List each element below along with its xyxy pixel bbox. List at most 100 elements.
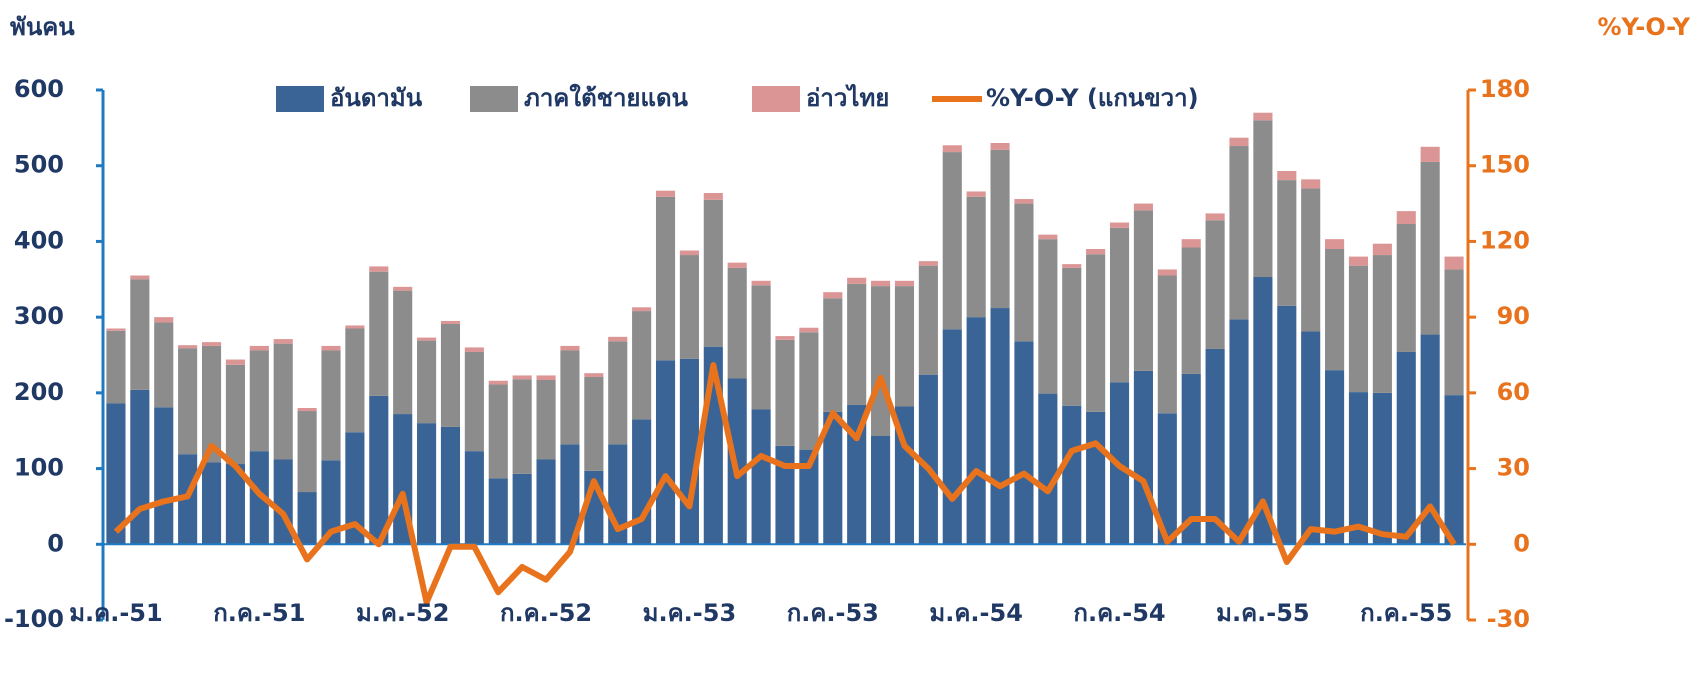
bar-segment bbox=[1348, 265, 1369, 393]
bar-segment bbox=[1229, 146, 1249, 320]
bar-segment bbox=[345, 432, 365, 545]
bar-segment bbox=[966, 317, 986, 545]
bar-segment bbox=[1133, 210, 1153, 371]
bar-segment bbox=[727, 378, 747, 545]
bar-segment bbox=[1062, 267, 1082, 406]
yoy-line bbox=[113, 362, 1457, 606]
x-tick-label: ก.ค.-52 bbox=[500, 599, 592, 627]
bar-segment bbox=[608, 341, 628, 445]
bar-segment bbox=[608, 336, 628, 342]
x-tick-label: ม.ค.-52 bbox=[356, 599, 449, 627]
bar-segment bbox=[1253, 277, 1273, 545]
bar-segment bbox=[847, 277, 867, 284]
bar-segment bbox=[1372, 243, 1392, 256]
bar-segment bbox=[536, 459, 556, 545]
y2-tick-label: 180 bbox=[1480, 75, 1530, 103]
bar-segment bbox=[1133, 370, 1153, 545]
bar-segment bbox=[1420, 334, 1440, 545]
y-tick-label: 400 bbox=[14, 226, 64, 254]
bar-segment bbox=[178, 348, 198, 455]
bar-segment bbox=[154, 317, 174, 323]
bar-segment bbox=[369, 395, 389, 545]
bar-segment bbox=[512, 379, 532, 474]
bar-segment bbox=[1277, 305, 1297, 545]
bar-segment bbox=[751, 409, 771, 545]
bar-segment bbox=[536, 379, 556, 460]
bar-segment bbox=[655, 360, 676, 545]
bar-segment bbox=[799, 327, 819, 333]
bar-segment bbox=[1372, 255, 1392, 393]
bar-segment bbox=[417, 423, 437, 545]
legend-swatch bbox=[276, 86, 324, 112]
bar-segment bbox=[154, 322, 174, 408]
y-tick-label: 200 bbox=[14, 378, 64, 406]
bar-segment bbox=[369, 271, 389, 396]
bar-segment bbox=[106, 330, 126, 404]
bar-segment bbox=[655, 190, 676, 197]
bar-segment bbox=[1444, 395, 1464, 545]
bar-segment bbox=[1086, 249, 1106, 255]
bar-segment bbox=[990, 143, 1010, 150]
bar-segment bbox=[225, 464, 245, 545]
bar-segment bbox=[1014, 203, 1034, 342]
bar-segment bbox=[273, 343, 293, 460]
bar-segment bbox=[703, 192, 723, 200]
y2-axis-title: %Y-O-Y bbox=[1597, 13, 1690, 41]
bar-segment bbox=[1444, 269, 1464, 396]
bar-segment bbox=[847, 283, 867, 405]
bar-segment bbox=[632, 307, 652, 312]
bar-segment bbox=[918, 374, 938, 545]
bar-segment bbox=[273, 339, 293, 344]
bar-segment bbox=[1014, 199, 1034, 204]
bar-segment bbox=[440, 320, 461, 324]
bar-segment bbox=[775, 445, 795, 545]
bar-segment bbox=[1325, 249, 1345, 371]
bar-segment bbox=[894, 286, 915, 407]
bar-segment bbox=[918, 261, 938, 266]
y-tick-label: -100 bbox=[4, 605, 64, 633]
bar-segment bbox=[1396, 224, 1416, 352]
bar-segment bbox=[1229, 137, 1249, 147]
bar-segment bbox=[1205, 213, 1225, 221]
bar-segment bbox=[942, 145, 962, 153]
y2-tick-label: 150 bbox=[1480, 151, 1530, 179]
x-tick-label: ก.ค.-55 bbox=[1360, 599, 1452, 627]
bar-segment bbox=[1348, 392, 1369, 545]
bar-segment bbox=[799, 449, 819, 545]
bar-segment bbox=[966, 196, 986, 318]
bar-segment bbox=[488, 478, 508, 545]
bar-segment bbox=[1396, 211, 1416, 225]
bar-segment bbox=[560, 444, 580, 545]
bar-segment bbox=[966, 191, 986, 197]
bar-segment bbox=[1086, 254, 1106, 412]
x-tick-label: ม.ค.-53 bbox=[643, 599, 736, 627]
bar-segment bbox=[823, 292, 843, 299]
legend-label: %Y-O-Y (แกนขวา) bbox=[986, 84, 1199, 112]
legend-label: ภาคใต้ชายแดน bbox=[524, 83, 689, 112]
bar-segment bbox=[751, 285, 771, 410]
bar-segment bbox=[249, 350, 269, 452]
y2-tick-label: 120 bbox=[1480, 226, 1530, 254]
legend-swatch bbox=[752, 86, 800, 112]
bar-segment bbox=[871, 280, 891, 287]
bar-segment bbox=[512, 473, 532, 545]
bar-segment bbox=[990, 308, 1010, 545]
bar-segment bbox=[417, 340, 437, 424]
bar-segment bbox=[679, 250, 699, 256]
y-tick-label: 300 bbox=[14, 302, 64, 330]
bar-segment bbox=[1181, 373, 1201, 545]
bar-segment bbox=[632, 419, 652, 545]
bar-segment bbox=[201, 462, 222, 545]
bar-segment bbox=[679, 255, 699, 359]
bar-segment bbox=[847, 404, 867, 545]
bar-segment bbox=[369, 266, 389, 272]
legend-label: อ่าวไทย bbox=[806, 83, 889, 112]
x-tick-label: ก.ค.-53 bbox=[787, 599, 879, 627]
bar-segment bbox=[1229, 319, 1249, 545]
bar-segment bbox=[154, 407, 174, 545]
bar-segment bbox=[1181, 239, 1201, 248]
bar-segment bbox=[871, 436, 891, 545]
bar-segment bbox=[1301, 179, 1321, 189]
bar-segment bbox=[1348, 256, 1369, 266]
bar-segment bbox=[130, 389, 150, 545]
